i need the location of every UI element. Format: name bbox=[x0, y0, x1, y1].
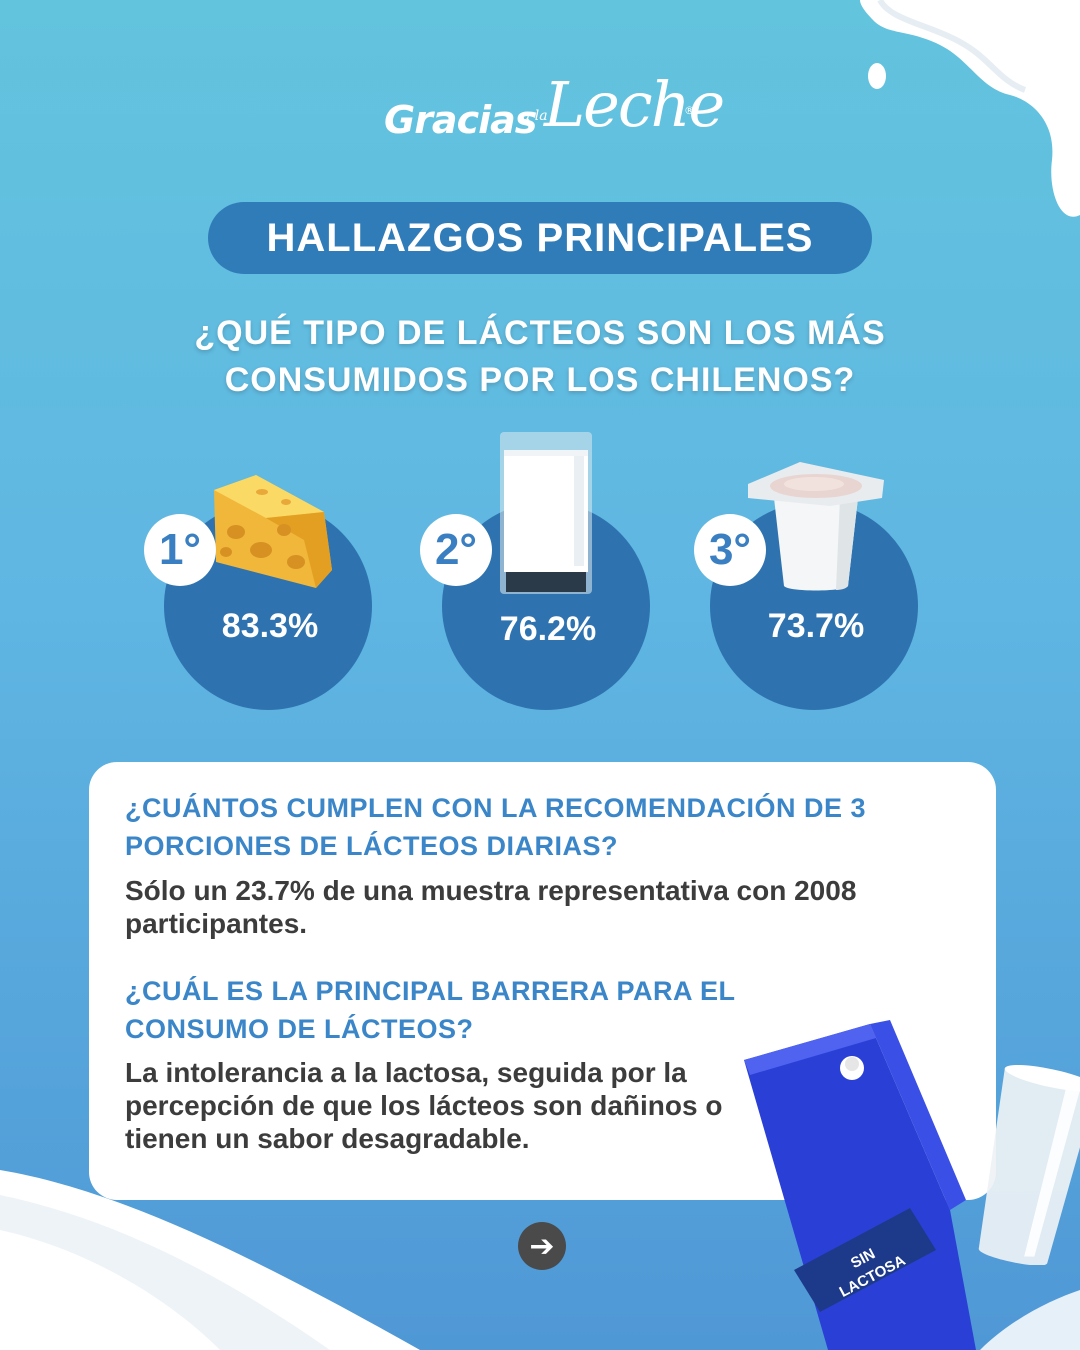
finding-2-answer-line-3: tienen un sabor desagradable. bbox=[125, 1123, 530, 1154]
section-title-pill: HALLAZGOS PRINCIPALES bbox=[208, 202, 872, 274]
main-question-line-2: CONSUMIDOS POR LOS CHILENOS? bbox=[224, 361, 856, 399]
glass-icon bbox=[978, 1065, 1080, 1265]
rank-1-percent: 83.3% bbox=[221, 607, 319, 645]
rank-3-percent: 73.7% bbox=[767, 607, 865, 645]
finding-2-answer: La intolerancia a la lactosa, seguida po… bbox=[125, 1056, 745, 1155]
main-question-line-1: ¿QUÉ TIPO DE LÁCTEOS SON LOS MÁS bbox=[194, 314, 886, 352]
finding-1-title: ¿CUÁNTOS CUMPLEN CON LA RECOMENDACIÓN DE… bbox=[125, 789, 945, 865]
arrow-right-icon: ➔ bbox=[529, 1228, 555, 1264]
finding-1-answer-line-1: Sólo un 23.7% de una muestra representat… bbox=[125, 875, 857, 906]
finding-2-answer-line-2: percepción de que los lácteos son dañino… bbox=[125, 1090, 723, 1121]
finding-2-title: ¿CUÁL ES LA PRINCIPAL BARRERA PARA EL CO… bbox=[125, 972, 945, 1048]
brand-logo: Gracias a la Leche ® bbox=[384, 68, 725, 152]
finding-1-title-line-2: PORCIONES DE LÁCTEOS DIARIAS? bbox=[125, 831, 619, 861]
finding-1-answer-line-2: participantes. bbox=[125, 908, 308, 939]
logo-word-leche: Leche bbox=[544, 68, 725, 141]
milk-splash-bottom bbox=[0, 1170, 1080, 1350]
rank-1-badge: 1° bbox=[144, 514, 216, 586]
logo-registered-mark: ® bbox=[684, 104, 695, 117]
logo-word-gracias: Gracias bbox=[384, 98, 537, 142]
finding-2-title-line-1: ¿CUÁL ES LA PRINCIPAL BARRERA PARA EL bbox=[125, 976, 736, 1006]
yogurt-cup-icon bbox=[748, 462, 884, 591]
main-question: ¿QUÉ TIPO DE LÁCTEOS SON LOS MÁS CONSUMI… bbox=[120, 310, 960, 404]
rank-2-percent: 76.2% bbox=[499, 610, 597, 648]
rank-3-badge: 3° bbox=[694, 514, 766, 586]
next-button[interactable]: ➔ bbox=[518, 1222, 566, 1270]
milk-glass-icon bbox=[500, 432, 592, 594]
finding-2-title-line-2: CONSUMO DE LÁCTEOS? bbox=[125, 1014, 474, 1044]
finding-1-answer: Sólo un 23.7% de una muestra representat… bbox=[125, 874, 945, 940]
lactose-free-carton-icon: SIN LACTOSA bbox=[744, 1020, 976, 1350]
finding-1-title-line-1: ¿CUÁNTOS CUMPLEN CON LA RECOMENDACIÓN DE… bbox=[125, 793, 867, 823]
section-title: HALLAZGOS PRINCIPALES bbox=[266, 215, 814, 260]
logo-word-a-la: a la bbox=[522, 108, 548, 124]
milk-splash-top bbox=[860, 0, 1080, 217]
finding-2-answer-line-1: La intolerancia a la lactosa, seguida po… bbox=[125, 1057, 687, 1088]
cheese-icon bbox=[214, 475, 332, 588]
rank-2-badge: 2° bbox=[420, 514, 492, 586]
